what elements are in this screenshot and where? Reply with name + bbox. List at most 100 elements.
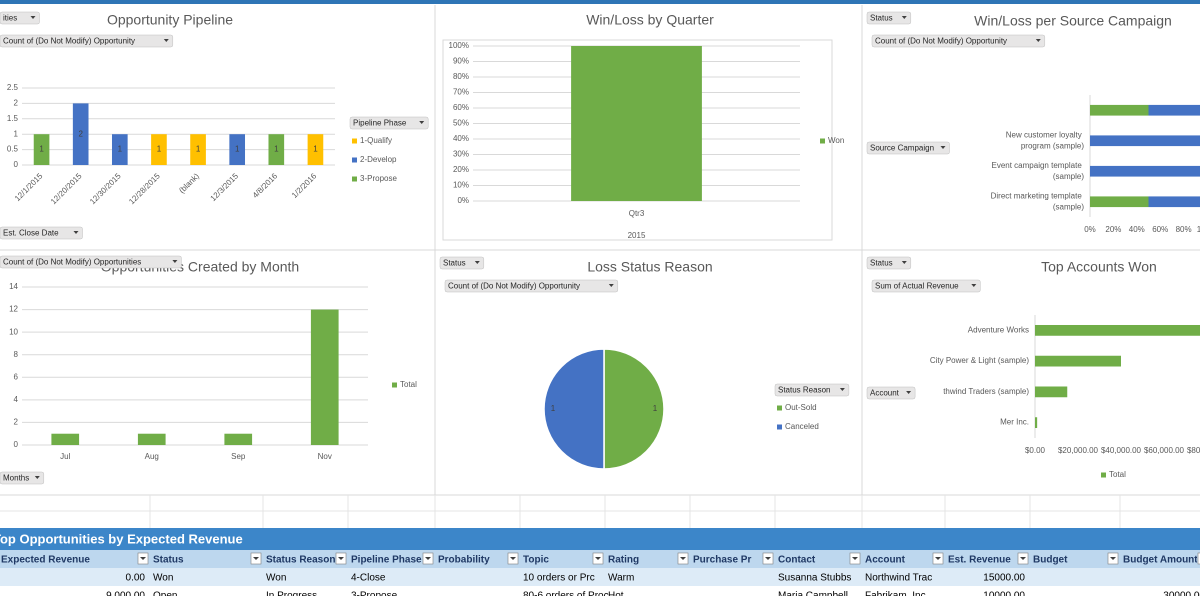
y-tick-label: 0 — [14, 440, 19, 449]
filter-label: Count of (Do Not Modify) Opportunity — [448, 282, 580, 291]
bar — [1035, 356, 1121, 367]
chart-title: Win/Loss by Quarter — [586, 12, 714, 28]
chart-panel: 00.511.522.512/1/2015112/20/2015212/30/2… — [0, 12, 428, 239]
y-tick-label: 80% — [453, 72, 469, 81]
column-header: Status — [153, 555, 184, 566]
data-label: 1 — [39, 145, 44, 154]
column-header: Topic — [523, 555, 549, 566]
y-tick-label: City Power & Light (sample) — [930, 356, 1029, 365]
filter-label: Pipeline Phase — [353, 119, 407, 128]
filter-label: Status — [443, 259, 466, 268]
table-cell: 10 orders or Prc — [523, 573, 595, 584]
x-tick-label: (blank) — [177, 171, 201, 195]
legend-swatch — [352, 177, 357, 182]
bar — [1090, 166, 1200, 177]
column-header: Rating — [608, 555, 639, 566]
x-tick-label: 12/20/2015 — [49, 171, 84, 206]
chart-title: Opportunity Pipeline — [107, 12, 233, 28]
chart-panel: 0%10%20%30%40%50%60%70%80%90%100%Qtr3201… — [443, 12, 844, 240]
filter-label: Count of (Do Not Modify) Opportunity — [3, 37, 135, 46]
x-tick-label: 1/2/2016 — [290, 171, 319, 200]
bar — [1149, 105, 1200, 116]
filter-label: Est. Close Date — [3, 229, 59, 238]
x-tick-label: 0% — [1084, 225, 1096, 234]
filter-label: ities — [3, 14, 17, 23]
chart-panel: 0%20%40%60%80%100%New customer loyalty p… — [867, 12, 1200, 234]
legend-swatch — [777, 425, 782, 430]
legend-label: Won — [828, 136, 844, 145]
table-cell: 30000.00 — [1163, 591, 1200, 596]
y-tick-label: 2 — [14, 418, 19, 427]
filter-label: Status Reason — [778, 386, 830, 395]
y-tick-label: 0.5 — [7, 145, 19, 154]
y-tick-label: 0 — [14, 160, 19, 169]
y-tick-label: 8 — [14, 350, 19, 359]
y-tick-label: Event campaign template (sample) — [992, 161, 1085, 181]
table-cell: 9,000.00 — [106, 591, 145, 596]
x-tick-label: 60% — [1152, 225, 1168, 234]
table-cell: 15000.00 — [983, 573, 1025, 584]
filter-label: Count of (Do Not Modify) Opportunities — [3, 258, 141, 267]
group-label: 2015 — [628, 231, 646, 240]
table-cell: 0.00 — [126, 573, 146, 584]
bar — [224, 434, 252, 445]
table-cell: 4-Close — [351, 573, 386, 584]
x-tick-label: Qtr3 — [629, 209, 645, 218]
table-cell: Susanna Stubbs — [778, 573, 851, 584]
y-tick-label: 10% — [453, 181, 469, 190]
data-label: 1 — [313, 145, 318, 154]
y-tick-label: 4 — [14, 395, 19, 404]
chart-panel: $0.00$20,000.00$40,000.00$60,000.00$80,0… — [867, 257, 1200, 479]
y-tick-label: 100% — [449, 41, 469, 50]
data-label: 1 — [196, 145, 201, 154]
bar — [51, 434, 79, 445]
filter-label: Months — [3, 474, 29, 483]
table-cell: 10000.00 — [983, 591, 1025, 596]
x-tick-label: $60,000.00 — [1144, 446, 1185, 455]
table-cell: 3-Propose — [351, 591, 398, 596]
x-tick-label: 12/28/2015 — [127, 171, 162, 206]
data-label: 1 — [157, 145, 162, 154]
legend-label: Canceled — [785, 422, 819, 431]
y-tick-label: 12 — [9, 305, 18, 314]
x-tick-label: Nov — [318, 452, 332, 461]
column-header: Budget Amount — [1123, 555, 1198, 566]
bar — [1149, 196, 1200, 207]
legend-label: Total — [400, 380, 417, 389]
legend-label: 3-Propose — [360, 174, 397, 183]
legend-label: Out-Sold — [785, 403, 817, 412]
bar — [1035, 325, 1200, 336]
y-tick-label: 2 — [14, 99, 19, 108]
filter-label: Status — [870, 14, 893, 23]
chart-title: Win/Loss per Source Campaign — [974, 13, 1172, 29]
y-tick-label: 1 — [14, 129, 19, 138]
top-strip — [0, 0, 1200, 4]
y-tick-label: 70% — [453, 88, 469, 97]
data-label: 1 — [118, 145, 123, 154]
y-tick-label: 30% — [453, 150, 469, 159]
y-tick-label: 40% — [453, 134, 469, 143]
table-cell: In Progress — [266, 591, 317, 596]
x-tick-label: 80% — [1176, 225, 1192, 234]
bar — [1035, 386, 1067, 397]
y-tick-label: 50% — [453, 119, 469, 128]
x-tick-label: 40% — [1129, 225, 1145, 234]
x-tick-label: 12/3/2015 — [209, 171, 241, 203]
y-tick-label: Adventure Works — [968, 325, 1029, 334]
x-tick-label: Aug — [145, 452, 159, 461]
bar — [571, 46, 702, 201]
x-tick-label: Sep — [231, 452, 246, 461]
filter-label: Sum of Actual Revenue — [875, 282, 959, 291]
legend-swatch — [820, 139, 825, 144]
table-cell: Won — [153, 573, 173, 584]
legend-label: 1-Qualify — [360, 136, 392, 145]
table-cell: Fabrikam, Inc. — [865, 591, 928, 596]
legend-swatch — [352, 139, 357, 144]
x-tick-label: 12/1/2015 — [13, 171, 45, 203]
table-cell: Northwind Trac — [865, 573, 932, 584]
table-cell: Hot — [608, 591, 624, 596]
x-tick-label: Jul — [60, 452, 70, 461]
column-header: Probability — [438, 555, 490, 566]
